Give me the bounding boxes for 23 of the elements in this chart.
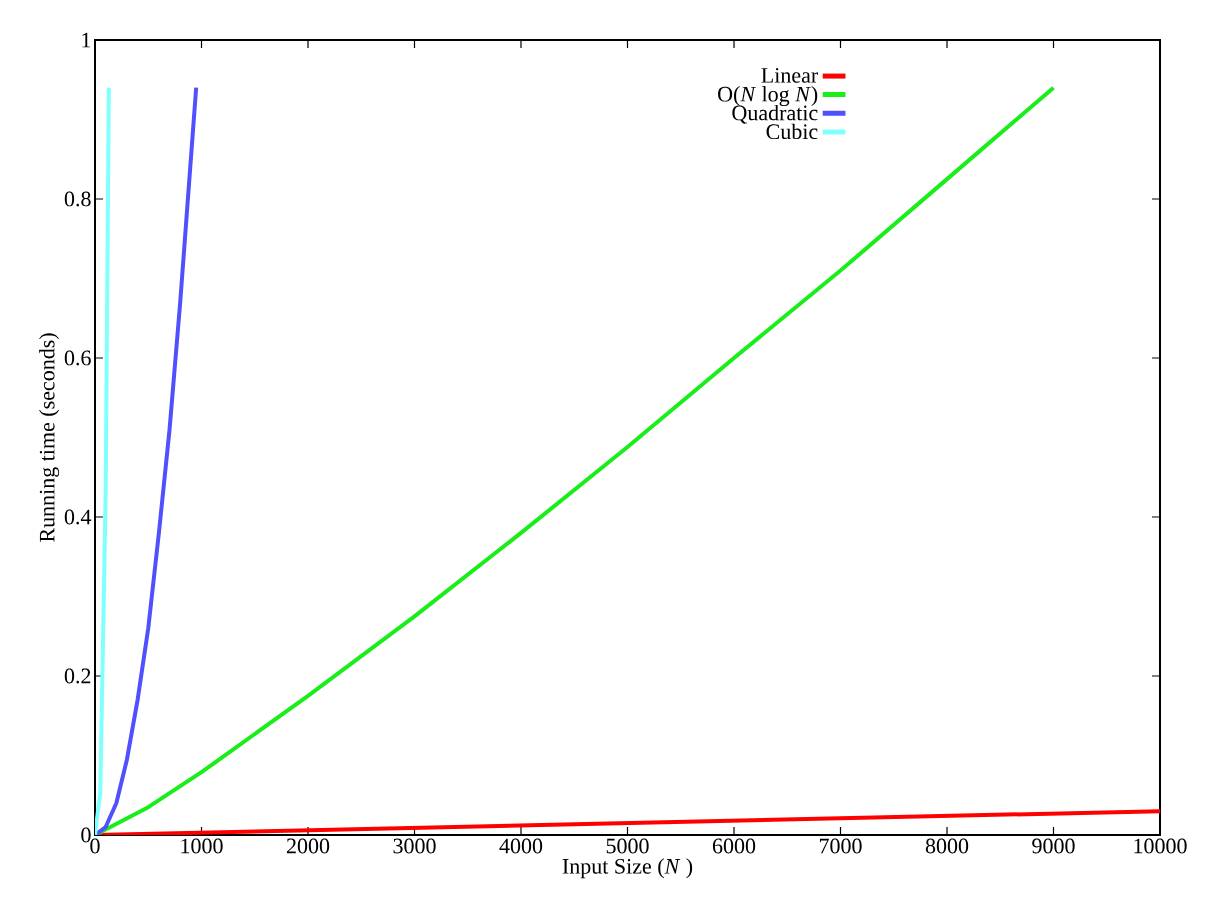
legend-label: Quadratic bbox=[732, 104, 818, 124]
y-tick-label: 0.8 bbox=[64, 191, 91, 207]
legend-label: Cubic bbox=[766, 123, 818, 140]
x-tick-label: 1000 bbox=[181, 838, 223, 854]
x-tick-label: 2000 bbox=[286, 838, 330, 854]
y-tick-label: 0.4 bbox=[64, 509, 92, 525]
x-tick-label: 9000 bbox=[1032, 838, 1075, 854]
x-tick-label: 7000 bbox=[819, 838, 862, 854]
x-tick-label: 4000 bbox=[499, 838, 543, 854]
y-tick-label: 1 bbox=[82, 32, 91, 48]
x-tick-label: 10000 bbox=[1134, 838, 1187, 854]
y-tick-label: 0.2 bbox=[64, 668, 91, 684]
y-tick-label: 0.6 bbox=[64, 350, 91, 366]
y-tick-label: 0 bbox=[81, 827, 91, 843]
x-tick-label: 3000 bbox=[393, 838, 436, 854]
y-axis-title: Running time (seconds) bbox=[39, 333, 60, 542]
x-tick-label: 5000 bbox=[606, 838, 649, 854]
x-tick-label: 8000 bbox=[925, 838, 969, 854]
x-axis-title: Input Size (N ) bbox=[562, 858, 693, 879]
line-series bbox=[95, 85, 111, 835]
line-series bbox=[95, 85, 199, 835]
legend-label: Linear bbox=[761, 68, 819, 83]
x-tick-label: 6000 bbox=[712, 838, 756, 854]
